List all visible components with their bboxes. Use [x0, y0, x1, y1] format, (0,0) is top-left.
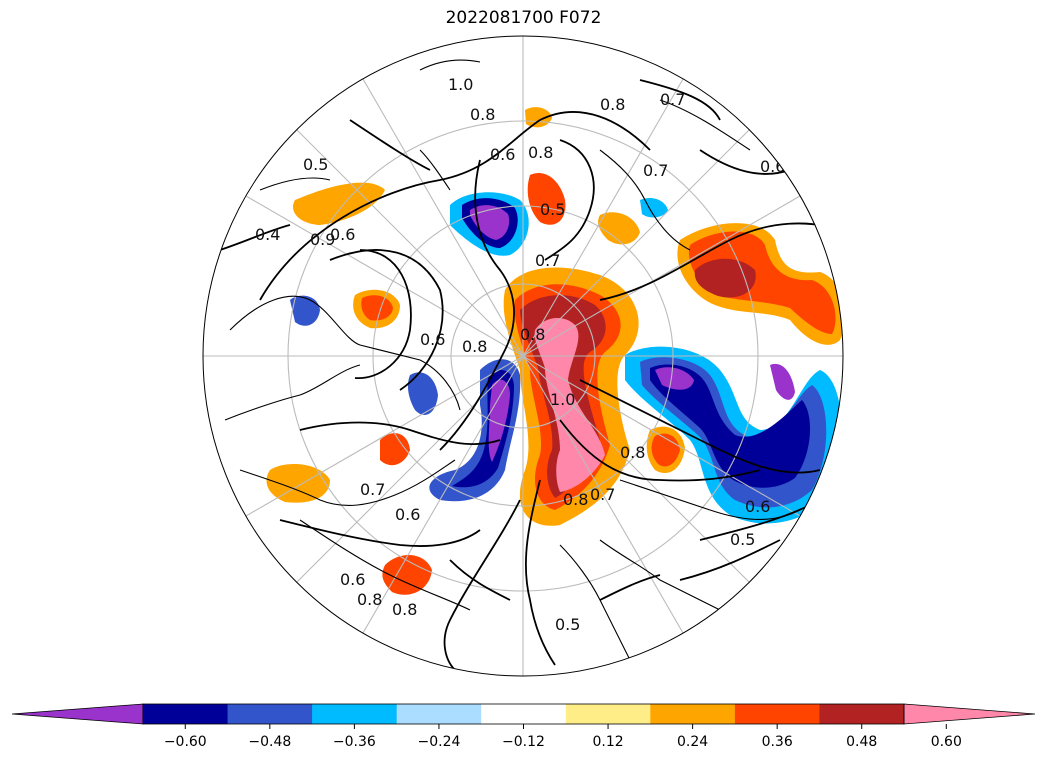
contour-labels: 1.0 0.8 0.6 0.8 0.5 0.4 0.5 0.8 0.7 0.6 …	[255, 75, 785, 634]
colorbar-tick-label: −0.60	[164, 734, 207, 750]
contour-label: 0.6	[420, 330, 445, 349]
colorbar-tick-label: 0.36	[762, 734, 793, 750]
colorbar-segment	[819, 704, 905, 724]
colorbar-segment	[481, 704, 567, 724]
graticule	[203, 36, 843, 676]
contour-label: 0.7	[535, 251, 560, 270]
contour-label: 0.8	[600, 95, 625, 114]
colorbar-tick-label: 0.24	[677, 734, 708, 750]
contour-label: 0.8	[520, 325, 545, 344]
colorbar-segment	[396, 704, 482, 724]
contour-label: 0.6	[760, 157, 785, 176]
contour-label: 1.0	[448, 75, 473, 94]
colorbar-tick-label: −0.12	[502, 734, 545, 750]
contour-label: 0.8	[462, 337, 487, 356]
colorbar-segment	[650, 704, 736, 724]
contour-label: 0.6	[490, 145, 515, 164]
map-title: 2022081700 F072	[445, 8, 602, 28]
colorbar-tick-label: −0.48	[248, 734, 291, 750]
contour-label: 0.8	[528, 143, 553, 162]
contour-label: 0.8	[357, 590, 382, 609]
contour-label: 1.0	[550, 390, 575, 409]
contour-label: 0.6	[340, 570, 365, 589]
colorbar-extend-low	[11, 703, 144, 725]
contour-label: 0.7	[643, 161, 668, 180]
contour-label: 0.7	[360, 480, 385, 499]
colorbar-tick-label: −0.36	[333, 734, 376, 750]
map-border	[202, 35, 844, 677]
contour-label: 0.9	[310, 230, 335, 249]
contour-label: 0.8	[392, 600, 417, 619]
colorbar-segment	[227, 704, 313, 724]
contour-label: 0.4	[255, 225, 280, 244]
contour-label: 0.5	[540, 200, 565, 219]
contour-label: 0.8	[563, 490, 588, 509]
colorbar-tick-label: 0.60	[931, 734, 962, 750]
colorbar-segment	[565, 704, 651, 724]
colorbar-tick-label: 0.12	[592, 734, 623, 750]
colorbar-segment	[143, 704, 229, 724]
contour-label: 0.6	[395, 505, 420, 524]
contour-label: 0.8	[620, 443, 645, 462]
colorbar: −0.60 −0.48 −0.36 −0.24 −0.12 0.12 0.24 0.36 0.4…	[11, 703, 1036, 750]
colorbar-segment	[312, 704, 398, 724]
colorbar-extend-high	[903, 703, 1036, 725]
contour-lines	[219, 79, 841, 671]
contour-label: 0.6	[745, 497, 770, 516]
contour-label: 0.8	[470, 105, 495, 124]
contour-label: 0.5	[730, 530, 755, 549]
contour-label: 0.7	[590, 485, 615, 504]
colorbar-tick-label: 0.48	[846, 734, 877, 750]
contour-label: 0.5	[303, 155, 328, 174]
colorbar-tick-label: −0.24	[417, 734, 460, 750]
contour-label: 0.5	[555, 615, 580, 634]
colorbar-segment	[734, 704, 820, 724]
contour-label: 0.7	[660, 90, 685, 109]
contour-label: 0.6	[330, 225, 355, 244]
